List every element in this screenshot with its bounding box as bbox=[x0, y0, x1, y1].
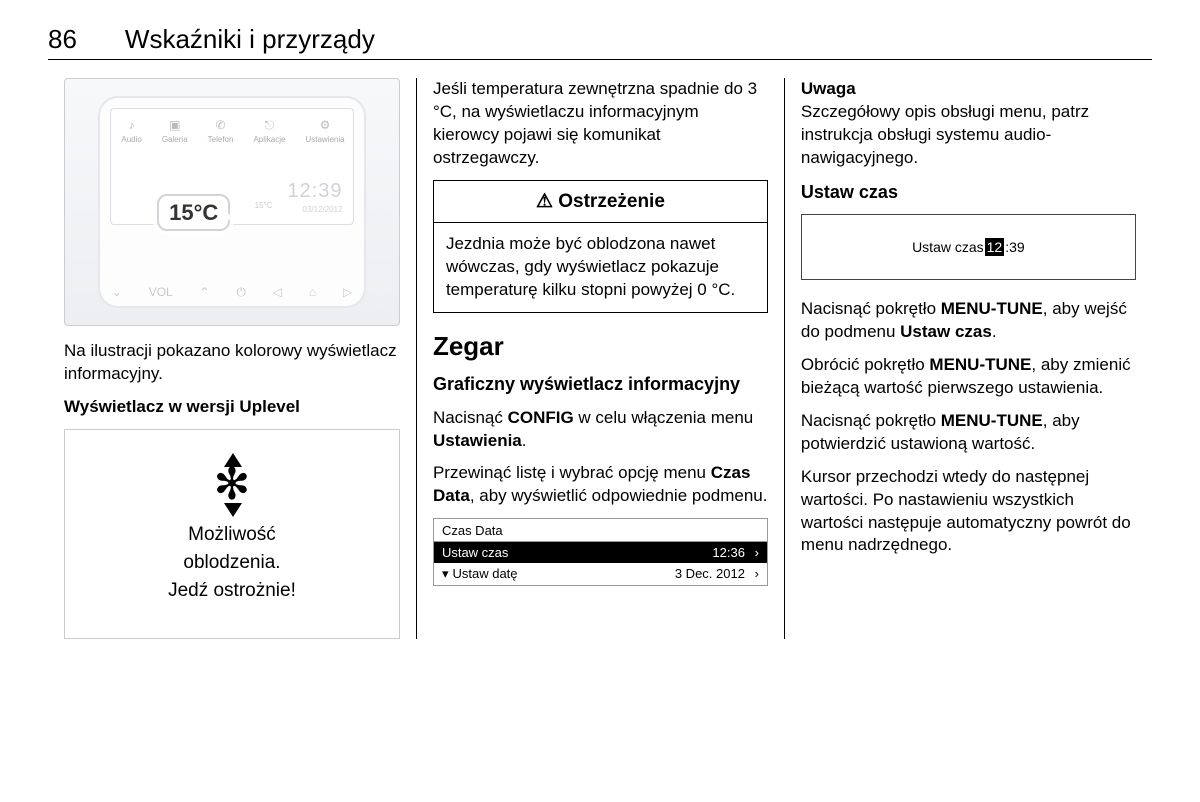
column-1: ♪Audio ▣Galeria ✆Telefon ⎋Aplikacje ⚙Ustawie… bbox=[48, 78, 416, 639]
col2-subheading: Graficzny wyświetlacz informacyjny bbox=[433, 372, 768, 396]
page-title: Wskaźniki i przyrządy bbox=[125, 24, 375, 55]
device-button: ⏻ bbox=[236, 284, 246, 300]
col3-note: Uwaga Szczegółowy opis obsługi menu, pat… bbox=[801, 78, 1136, 170]
temperature-bubble: 15°C bbox=[157, 194, 230, 232]
menu-row: ▾Ustaw datę3 Dec. 2012 › bbox=[434, 563, 767, 585]
warning-box: ⚠ Ostrzeżenie Jezdnia może być oblodzona… bbox=[433, 180, 768, 313]
menu-row: Ustaw czas12:36 › bbox=[434, 542, 767, 564]
device-button: ⌄ bbox=[112, 284, 122, 300]
column-2: Jeśli temperatura zewnętrzna spadnie do … bbox=[416, 78, 784, 639]
screen-icon-audio: ♪Audio bbox=[121, 117, 141, 146]
col2-heading-zegar: Zegar bbox=[433, 329, 768, 364]
col3-p1: Nacisnąć pokrętło MENU-TUNE, aby wejść d… bbox=[801, 298, 1136, 344]
column-3: Uwaga Szczegółowy opis obsługi menu, pat… bbox=[784, 78, 1152, 639]
screen-icon-galeria: ▣Galeria bbox=[162, 117, 188, 146]
columns: ♪Audio ▣Galeria ✆Telefon ⎋Aplikacje ⚙Ustawie… bbox=[48, 78, 1152, 639]
col2-p1: Nacisnąć CONFIG w celu włączenia menu Us… bbox=[433, 407, 768, 453]
page-header: 86 Wskaźniki i przyrządy bbox=[48, 24, 1152, 60]
uplevel-display-illustration: ✻ Możliwość oblodzenia. Jedź ostrożnie! bbox=[64, 429, 400, 639]
time-hours-selected: 12 bbox=[985, 238, 1005, 257]
uplevel-line1: Możliwość bbox=[168, 521, 296, 549]
page-number: 86 bbox=[48, 24, 77, 55]
col2-intro: Jeśli temperatura zewnętrzna spadnie do … bbox=[433, 78, 768, 170]
col3-subheading: Ustaw czas bbox=[801, 180, 1136, 204]
device-illustration: ♪Audio ▣Galeria ✆Telefon ⎋Aplikacje ⚙Ustawie… bbox=[64, 78, 400, 326]
warning-title: ⚠ Ostrzeżenie bbox=[434, 181, 767, 224]
col2-p2: Przewinąć listę i wybrać opcję menu Czas… bbox=[433, 462, 768, 508]
screen-clock-date: 03/12/2012 bbox=[287, 205, 342, 216]
col3-p4: Kursor przechodzi wtedy do następnej war… bbox=[801, 466, 1136, 558]
uplevel-line2: oblodzenia. bbox=[168, 549, 296, 577]
time-label: Ustaw czas bbox=[912, 238, 984, 257]
screen-icon-ustawienia: ⚙Ustawienia bbox=[305, 117, 344, 146]
illustration-caption: Na ilustracji pokazano kolorowy wyświetl… bbox=[64, 340, 400, 386]
col3-p2: Obrócić pokrętło MENU-TUNE, aby zmienić … bbox=[801, 354, 1136, 400]
note-heading: Uwaga bbox=[801, 79, 856, 98]
screen-small-temp: 15°C bbox=[255, 201, 273, 212]
warning-body: Jezdnia może być oblodzona nawet wówczas… bbox=[434, 223, 767, 312]
menu-title: Czas Data bbox=[434, 519, 767, 542]
snowflake-icon: ✻ bbox=[214, 463, 251, 507]
uplevel-line3: Jedź ostrożnie! bbox=[168, 577, 296, 605]
device-button: VOL bbox=[149, 284, 173, 300]
time-minutes: :39 bbox=[1005, 238, 1024, 257]
uplevel-heading: Wyświetlacz w wersji Uplevel bbox=[64, 396, 400, 419]
screen-icon-telefon: ✆Telefon bbox=[208, 117, 234, 146]
screen-clock-time: 12:39 bbox=[287, 178, 342, 205]
time-set-screenshot: Ustaw czas 12 :39 bbox=[801, 214, 1136, 280]
col3-p3: Nacisnąć pokrętło MENU-TUNE, aby potwier… bbox=[801, 410, 1136, 456]
note-body: Szczegółowy opis obsługi menu, patrz ins… bbox=[801, 102, 1089, 167]
device-button: ⌃ bbox=[200, 284, 210, 300]
menu-screenshot-czas-data: Czas Data Ustaw czas12:36 ›▾Ustaw datę3 … bbox=[433, 518, 768, 586]
uplevel-warning-text: Możliwość oblodzenia. Jedź ostrożnie! bbox=[168, 521, 296, 604]
device-button: ◁ bbox=[273, 284, 282, 300]
screen-icon-aplikacje: ⎋Aplikacje bbox=[253, 117, 285, 146]
device-button: ▷ bbox=[343, 284, 352, 300]
device-button: ⌂ bbox=[309, 284, 316, 300]
